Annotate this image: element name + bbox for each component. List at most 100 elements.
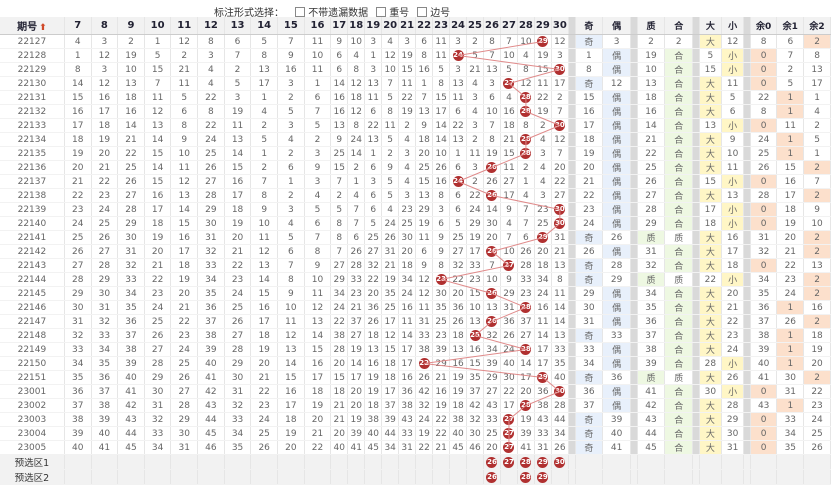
preselect-cell-29[interactable]: 29	[534, 454, 552, 470]
preselect-cell-9[interactable]	[117, 454, 145, 470]
preselect-cell-20[interactable]	[381, 469, 400, 485]
preselect-cell-24[interactable]	[449, 469, 468, 485]
preselect-cell-11[interactable]	[170, 469, 199, 485]
preselect-ball[interactable]: 26	[486, 457, 498, 468]
preselect-cell-20[interactable]	[381, 454, 400, 470]
preselect-cell-14[interactable]	[250, 454, 278, 470]
number-cell-30: 2	[551, 90, 569, 105]
number-cell-14: 18	[250, 328, 278, 343]
preselect-cell-24[interactable]	[449, 454, 468, 470]
option-checkbox-1[interactable]	[376, 7, 387, 17]
preselect-cell-7[interactable]	[64, 469, 92, 485]
preselect-cell-25[interactable]	[466, 469, 484, 485]
number-cell-10: 28	[144, 356, 172, 371]
preselect-cell-9[interactable]	[117, 469, 145, 485]
big-cell: 大	[699, 188, 723, 203]
preselect-cell-15[interactable]	[277, 454, 305, 470]
group-separator	[568, 258, 576, 273]
number-cell-10: 32	[144, 412, 172, 427]
number-cell-24: 5	[449, 216, 468, 231]
remainder-cell-2: 2	[803, 370, 831, 385]
number-cell-14: 26	[250, 440, 278, 455]
preselect-cell-21[interactable]	[398, 454, 417, 470]
preselect-cell-14[interactable]	[250, 469, 278, 485]
number-cell-7: 35	[64, 370, 92, 385]
preselect-cell-23[interactable]	[432, 454, 451, 470]
preselect-cell-13[interactable]	[224, 469, 252, 485]
remainder-cell-1: 21	[776, 244, 805, 259]
preselect-cell-7[interactable]	[64, 454, 92, 470]
preselect-cell-28[interactable]: 28	[517, 454, 535, 470]
preselect-cell-30[interactable]: 30	[551, 454, 569, 470]
preselect-cell-11[interactable]	[170, 454, 199, 470]
preselect-cell-21[interactable]	[398, 469, 417, 485]
preselect-cell-12[interactable]	[197, 469, 225, 485]
number-cell-7: 23	[64, 202, 92, 217]
number-cell-27: 36	[500, 314, 518, 329]
number-cell-22: 11	[415, 230, 434, 245]
preselect-cell-25[interactable]	[466, 454, 484, 470]
number-cell-7: 17	[64, 118, 92, 133]
preselect-cell-22[interactable]	[415, 454, 434, 470]
group-header-2-0: 大	[699, 17, 723, 35]
preselect-ball[interactable]: 29	[537, 457, 549, 468]
preselect-cell-8[interactable]	[91, 454, 119, 470]
small-cell: 22	[721, 314, 745, 329]
number-cell-16: 6	[304, 90, 332, 105]
preselect-cell-16[interactable]	[304, 454, 332, 470]
preselect-cell-27[interactable]	[500, 469, 518, 485]
preselect-ball[interactable]: 28	[520, 457, 532, 468]
number-cell-13: 11	[224, 118, 252, 133]
number-cell-9: 18	[117, 90, 145, 105]
number-cell-14: 20	[250, 356, 278, 371]
preselect-cell-17[interactable]	[330, 469, 349, 485]
small-cell: 28	[721, 398, 745, 413]
number-cell-7: 21	[64, 174, 92, 189]
number-header-14: 14	[250, 17, 278, 35]
number-cell-10: 29	[144, 370, 172, 385]
preselect-cell-17[interactable]	[330, 454, 349, 470]
number-cell-24: 13	[449, 342, 468, 357]
preselect-cell-19[interactable]	[364, 454, 383, 470]
preselect-cell-27[interactable]: 27	[500, 454, 518, 470]
number-cell-9: 39	[117, 356, 145, 371]
preselect-cell-26[interactable]: 26	[483, 469, 501, 485]
preselect-empty	[699, 469, 723, 485]
preselect-cell-28[interactable]: 28	[517, 469, 535, 485]
preselect-cell-29[interactable]: 29	[534, 469, 552, 485]
number-cell-26: 13	[483, 300, 501, 315]
preselect-cell-19[interactable]	[364, 469, 383, 485]
preselect-cell-22[interactable]	[415, 469, 434, 485]
option-checkbox-0[interactable]	[295, 7, 306, 17]
preselect-cell-10[interactable]	[144, 454, 172, 470]
preselect-ball[interactable]: 27	[503, 457, 515, 468]
period-cell: 22150	[0, 356, 65, 371]
number-cell-9: 25	[117, 160, 145, 175]
preselect-cell-18[interactable]	[347, 469, 366, 485]
preselect-cell-8[interactable]	[91, 469, 119, 485]
preselect-ball[interactable]: 30	[554, 457, 566, 468]
big-cell: 15	[699, 62, 723, 77]
number-cell-13: 29	[224, 356, 252, 371]
preselect-cell-18[interactable]	[347, 454, 366, 470]
number-cell-19: 13	[364, 342, 383, 357]
preselect-cell-30[interactable]	[551, 469, 569, 485]
group-separator	[743, 300, 751, 315]
preselect-cell-15[interactable]	[277, 469, 305, 485]
period-header[interactable]: 期号 ⬆	[0, 17, 65, 35]
preselect-cell-13[interactable]	[224, 454, 252, 470]
option-checkbox-2[interactable]	[417, 7, 428, 17]
number-cell-21: 43	[398, 412, 417, 427]
odd-cell: 22	[575, 188, 604, 203]
big-cell: 大	[699, 146, 723, 161]
preselect-cell-26[interactable]: 26	[483, 454, 501, 470]
group-separator	[743, 90, 751, 105]
preselect-cell-16[interactable]	[304, 469, 332, 485]
group-separator	[630, 286, 638, 301]
preselect-cell-10[interactable]	[144, 469, 172, 485]
preselect-cell-12[interactable]	[197, 454, 225, 470]
number-cell-22: 33	[415, 328, 434, 343]
up-arrow-icon[interactable]: ⬆	[39, 23, 47, 33]
preselect-cell-23[interactable]	[432, 469, 451, 485]
number-cell-28: 10	[517, 34, 535, 49]
